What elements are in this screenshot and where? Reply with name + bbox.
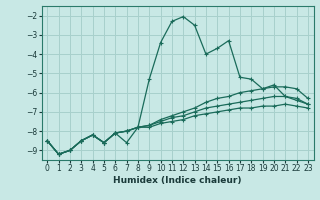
X-axis label: Humidex (Indice chaleur): Humidex (Indice chaleur) xyxy=(113,176,242,185)
